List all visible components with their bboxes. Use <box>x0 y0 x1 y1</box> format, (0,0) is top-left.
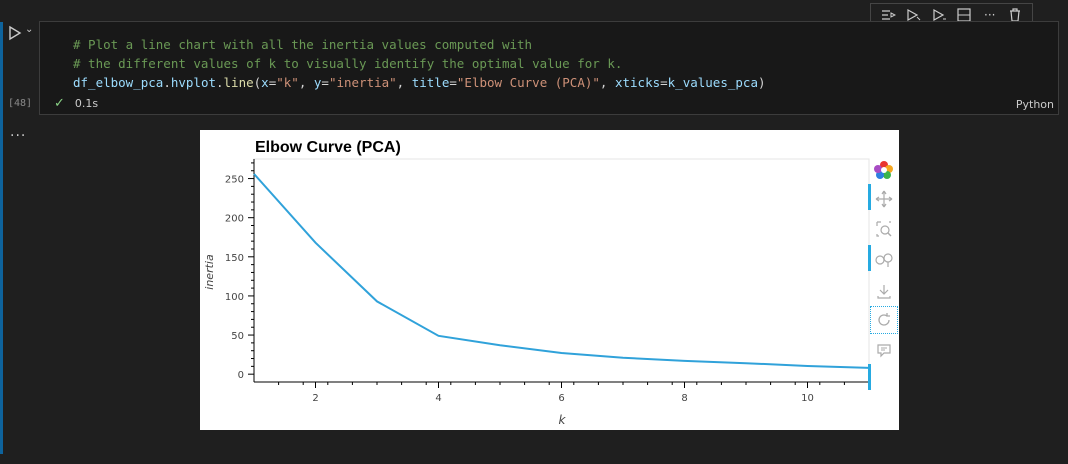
code-token: ( <box>253 75 262 90</box>
code-token: xticks <box>614 75 661 90</box>
run-options-chevron-icon[interactable]: ⌄ <box>25 24 34 35</box>
y-tick-label: 0 <box>238 370 244 381</box>
wheel-zoom-active-indicator <box>868 245 871 271</box>
data-point <box>252 171 257 176</box>
data-point <box>621 355 626 360</box>
execution-duration: 0.1s <box>74 97 99 110</box>
pan-icon[interactable] <box>870 185 898 213</box>
reset-icon[interactable] <box>870 306 898 334</box>
y-axis-label: inertia <box>203 254 216 290</box>
data-point <box>498 343 503 348</box>
chart-output: Elbow Curve (PCA) 0 50 100 150 200 250 2 4 6 8 10… <box>200 130 899 430</box>
code-token: = <box>268 75 277 90</box>
x-tick-label: 6 <box>558 393 564 404</box>
code-token: hvplot <box>170 75 216 90</box>
y-tick-label: 150 <box>225 253 244 264</box>
bokeh-toolbar <box>868 156 898 392</box>
code-token: x <box>261 75 269 90</box>
code-token: title <box>411 75 450 90</box>
output-more-icon[interactable]: ... <box>10 124 27 140</box>
save-icon[interactable] <box>870 277 898 305</box>
code-cell[interactable]: # Plot a line chart with all the inertia… <box>39 21 1059 115</box>
y-axis: 0 50 100 150 200 250 <box>225 159 255 382</box>
code-comment-line: # the different values of k to visually … <box>73 56 623 71</box>
play-icon <box>9 25 22 41</box>
x-axis: 2 4 6 8 10 <box>254 381 869 404</box>
code-token: = <box>449 75 457 90</box>
plot-border <box>253 158 870 383</box>
code-token: = <box>321 75 329 90</box>
check-icon: ✓ <box>54 96 65 111</box>
chart-title: Elbow Curve (PCA) <box>255 139 401 156</box>
more-icon[interactable]: ··· <box>984 8 996 22</box>
code-editor[interactable]: # Plot a line chart with all the inertia… <box>73 35 766 92</box>
execution-count: [48] <box>8 98 33 109</box>
code-token: df_elbow_pca <box>73 75 164 90</box>
wheel-zoom-icon[interactable] <box>870 246 898 274</box>
code-token: , <box>599 75 615 90</box>
y-tick-label: 50 <box>231 331 244 342</box>
code-token: . <box>163 75 171 90</box>
code-token: "inertia" <box>328 75 397 90</box>
hover-icon[interactable] <box>870 337 898 365</box>
code-token: . <box>216 75 224 90</box>
x-tick-label: 4 <box>435 393 441 404</box>
code-token: "k" <box>276 75 299 90</box>
series-group <box>252 171 870 369</box>
pan-active-indicator <box>868 184 871 210</box>
execute-above-icon[interactable] <box>905 7 921 23</box>
execute-below-icon[interactable] <box>931 7 947 23</box>
code-token: k_values_pca <box>667 75 758 90</box>
y-tick-label: 250 <box>225 175 244 186</box>
data-point <box>375 299 380 304</box>
y-tick-label: 200 <box>225 214 244 225</box>
code-comment-line: # Plot a line chart with all the inertia… <box>73 37 533 52</box>
data-point <box>682 358 687 363</box>
cell-focus-indicator <box>0 22 3 454</box>
series-line-0 <box>253 173 870 369</box>
code-token: "Elbow Curve (PCA)" <box>456 75 600 90</box>
y-tick-label: 100 <box>225 292 244 303</box>
run-cell-button[interactable] <box>8 25 22 41</box>
data-point <box>744 361 749 366</box>
code-token: , <box>298 75 314 90</box>
x-tick-label: 2 <box>312 393 318 404</box>
x-axis-label: k <box>559 413 567 427</box>
plot-frame <box>253 158 870 383</box>
bokeh-logo-icon[interactable] <box>870 156 898 184</box>
language-selector[interactable]: Python <box>1015 98 1054 111</box>
x-tick-label: 10 <box>801 393 814 404</box>
hover-active-indicator <box>868 364 871 390</box>
code-token: line <box>223 75 254 90</box>
data-point <box>436 333 441 338</box>
elbow-chart: Elbow Curve (PCA) 0 50 100 150 200 250 2 4 6 8 10… <box>203 139 870 427</box>
run-by-line-icon[interactable] <box>880 7 896 23</box>
code-token: , <box>396 75 412 90</box>
execution-status: ✓ 0.1s <box>54 96 98 111</box>
data-point <box>559 351 564 356</box>
x-tick-label: 8 <box>681 393 687 404</box>
code-token: = <box>660 75 668 90</box>
data-point <box>313 240 318 245</box>
code-token: y <box>313 75 322 90</box>
box-zoom-icon[interactable] <box>870 215 898 243</box>
code-token: ) <box>757 75 766 90</box>
data-point <box>805 363 810 368</box>
